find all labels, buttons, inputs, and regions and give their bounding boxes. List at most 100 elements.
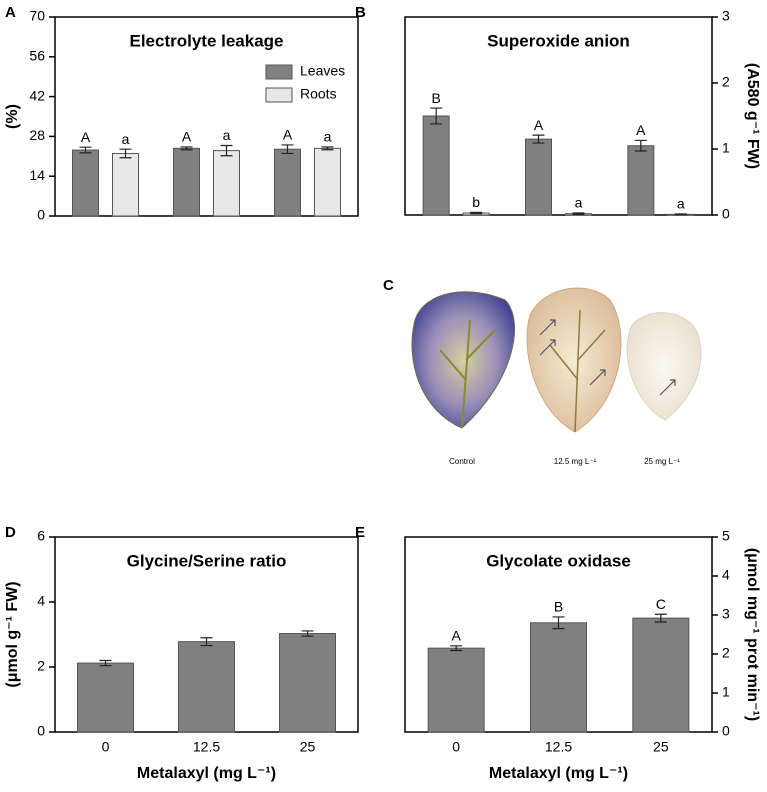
y-tick-label: 4 xyxy=(722,567,730,583)
arrows xyxy=(539,319,676,396)
error-bar xyxy=(532,134,545,144)
significance-letter: A xyxy=(81,129,91,145)
y-tick-label: 2 xyxy=(37,658,45,674)
significance-letter: a xyxy=(324,129,332,145)
y-tick-label: 1 xyxy=(722,684,730,700)
bar xyxy=(422,115,450,216)
panel-letter: A xyxy=(5,4,16,21)
significance-letter: B xyxy=(554,599,563,615)
x-tick-label: 12.5 xyxy=(545,739,572,755)
bar xyxy=(72,149,99,217)
x-tick-label: 12.5 xyxy=(193,739,220,755)
error-bar xyxy=(119,148,132,159)
panel-letter: B xyxy=(355,4,366,21)
leaf-vein xyxy=(549,309,606,433)
error-bar xyxy=(281,144,294,155)
bar xyxy=(213,150,240,217)
significance-letter: A xyxy=(534,117,544,133)
chart-title: Superoxide anion xyxy=(487,31,630,50)
bar xyxy=(525,138,552,216)
y-tick-label: 56 xyxy=(29,48,45,64)
y-tick-label: 14 xyxy=(29,167,45,183)
significance-letter: A xyxy=(283,127,293,143)
leaf-vein xyxy=(439,319,496,429)
leaf-label: 25 mg L⁻¹ xyxy=(644,457,680,466)
chart-title: Electrolyte leakage xyxy=(129,31,283,50)
legend-swatch xyxy=(265,87,293,103)
y-tick-label: 4 xyxy=(37,593,45,609)
plot-frame xyxy=(54,16,359,217)
leaf-label: Control xyxy=(449,457,475,466)
panel-letter: C xyxy=(383,277,394,294)
panel-letter: E xyxy=(355,524,365,541)
bar xyxy=(173,147,200,217)
x-tick-label: 25 xyxy=(653,739,669,755)
x-tick-label: 0 xyxy=(452,739,460,755)
y-tick-label: 6 xyxy=(37,528,45,544)
legend-label: Leaves xyxy=(300,63,345,79)
leaf-label: 12.5 mg L⁻¹ xyxy=(554,457,597,466)
leaf-images xyxy=(411,287,702,433)
error-bar xyxy=(321,146,334,151)
bar xyxy=(178,641,235,733)
significance-letter: A xyxy=(636,122,646,138)
significance-letter: a xyxy=(223,127,231,143)
y-tick-label: 28 xyxy=(29,127,45,143)
bar xyxy=(314,147,341,217)
significance-letter: a xyxy=(575,195,583,211)
significance-letter: a xyxy=(122,131,130,147)
error-bar xyxy=(200,637,213,647)
y-tick-label: 1 xyxy=(722,140,730,156)
panel-letter: D xyxy=(5,524,16,541)
significance-letter: B xyxy=(431,90,440,106)
error-bar xyxy=(572,212,585,215)
x-tick-label: 25 xyxy=(300,739,316,755)
bar xyxy=(627,145,655,216)
significance-letter: a xyxy=(677,196,685,212)
bar xyxy=(632,617,690,733)
error-bar xyxy=(99,659,112,667)
bar xyxy=(274,148,301,217)
error-bar xyxy=(654,613,667,623)
significance-letter: C xyxy=(656,596,666,612)
y-axis-label: (A580 g⁻¹ FW) xyxy=(744,63,761,169)
error-bar xyxy=(674,213,687,216)
bar xyxy=(112,152,139,217)
bar xyxy=(77,662,134,733)
y-tick-label: 0 xyxy=(37,207,45,223)
y-axis-label: (μmol mg⁻¹ prot min⁻¹) xyxy=(744,548,761,721)
y-tick-label: 42 xyxy=(29,87,45,103)
leaf-control xyxy=(411,291,516,429)
bar xyxy=(279,633,336,733)
y-tick-label: 0 xyxy=(37,723,45,739)
y-tick-label: 0 xyxy=(722,723,730,739)
y-axis-label: (%) xyxy=(4,104,21,129)
error-bar xyxy=(470,211,483,215)
y-tick-label: 2 xyxy=(722,74,730,90)
error-bar xyxy=(430,107,443,125)
error-bar xyxy=(79,146,92,154)
y-axis-label: (μmol g⁻¹ FW) xyxy=(4,581,21,687)
error-bar xyxy=(450,645,463,652)
significance-letter: b xyxy=(472,194,480,210)
y-tick-label: 70 xyxy=(29,8,45,24)
x-axis-label: Metalaxyl (mg L⁻¹) xyxy=(489,765,628,782)
error-bar xyxy=(301,630,314,637)
y-tick-label: 3 xyxy=(722,8,730,24)
error-bar xyxy=(180,146,193,151)
legend-swatch xyxy=(265,64,293,80)
bar xyxy=(530,622,587,733)
leaf-12-5 xyxy=(526,287,622,433)
y-tick-label: 3 xyxy=(722,606,730,622)
chart-title: Glycine/Serine ratio xyxy=(127,551,287,570)
significance-letter: A xyxy=(451,628,461,644)
y-tick-label: 2 xyxy=(722,645,730,661)
leaf-25 xyxy=(626,312,702,421)
error-bar xyxy=(552,616,565,630)
plot-frame xyxy=(404,16,713,216)
y-tick-label: 0 xyxy=(722,206,730,222)
x-axis-label: Metalaxyl (mg L⁻¹) xyxy=(137,765,276,782)
significance-letter: A xyxy=(182,129,192,145)
chart-title: Glycolate oxidase xyxy=(486,551,631,570)
